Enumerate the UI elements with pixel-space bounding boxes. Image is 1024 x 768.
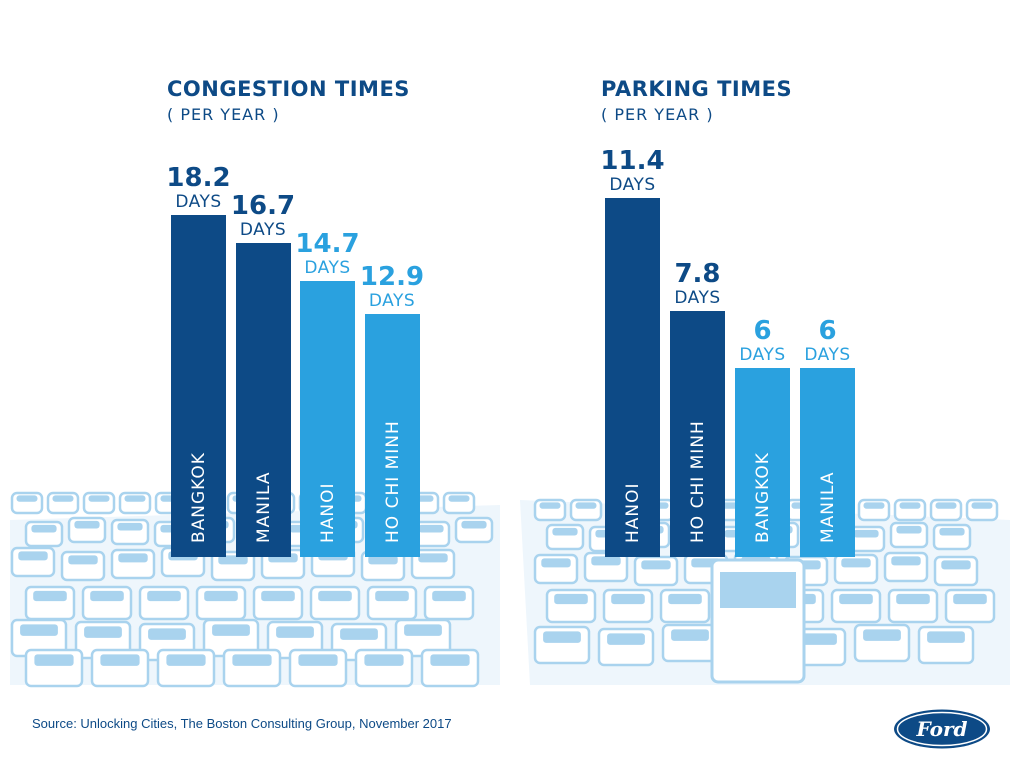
bar-category-label: HANOI (318, 482, 338, 543)
traffic-cars (10, 491, 1010, 688)
bar-value-label: 16.7 (230, 191, 296, 222)
bar-category-label: BANGKOK (189, 452, 209, 543)
bar-category-label: HANOI (623, 482, 643, 543)
bar-unit-label: DAYS (674, 288, 721, 309)
bar (235, 243, 291, 557)
ford-oval-logo: Ford (894, 709, 990, 749)
bar-value-label: 14.7 (295, 228, 360, 259)
bar-value-label: 7.8 (674, 259, 721, 290)
bar-value-label: 11.4 (600, 145, 665, 176)
bar-unit-label: DAYS (304, 257, 351, 278)
bar-unit-label: DAYS (368, 291, 416, 312)
bar-category-label: MANILA (253, 471, 274, 543)
bar (171, 214, 226, 557)
bar (364, 314, 420, 557)
bar (735, 368, 790, 557)
bar-unit-label: DAYS (239, 220, 287, 241)
congestion-subtitle: ( PER YEAR ) (167, 105, 280, 124)
bar-unit-label: DAYS (739, 345, 786, 365)
bar (605, 197, 660, 557)
bar-unit-label: DAYS (804, 345, 851, 365)
bar-category-label: MANILA (818, 471, 838, 543)
bar-value-label: 18.2 (166, 162, 231, 193)
bar-category-label: HO CHI MINH (382, 420, 403, 543)
bar (300, 280, 355, 557)
bar-unit-label: DAYS (609, 174, 656, 195)
ford-logo-text: Ford (916, 717, 968, 741)
bar-unit-label: DAYS (175, 191, 222, 212)
source-note: Source: Unlocking Cities, The Boston Con… (32, 716, 452, 731)
bar-category-label: HO CHI MINH (688, 420, 708, 543)
parking-subtitle: ( PER YEAR ) (601, 105, 714, 124)
bar-category-label: BANGKOK (753, 452, 773, 543)
bar-value-label: 6 (753, 316, 772, 346)
bar-value-label: 12.9 (359, 262, 425, 293)
parking-title: PARKING TIMES (601, 77, 793, 101)
bar-value-label: 6 (818, 316, 837, 346)
bar (670, 311, 725, 557)
bar (800, 368, 855, 557)
congestion-title: CONGESTION TIMES (167, 77, 410, 101)
